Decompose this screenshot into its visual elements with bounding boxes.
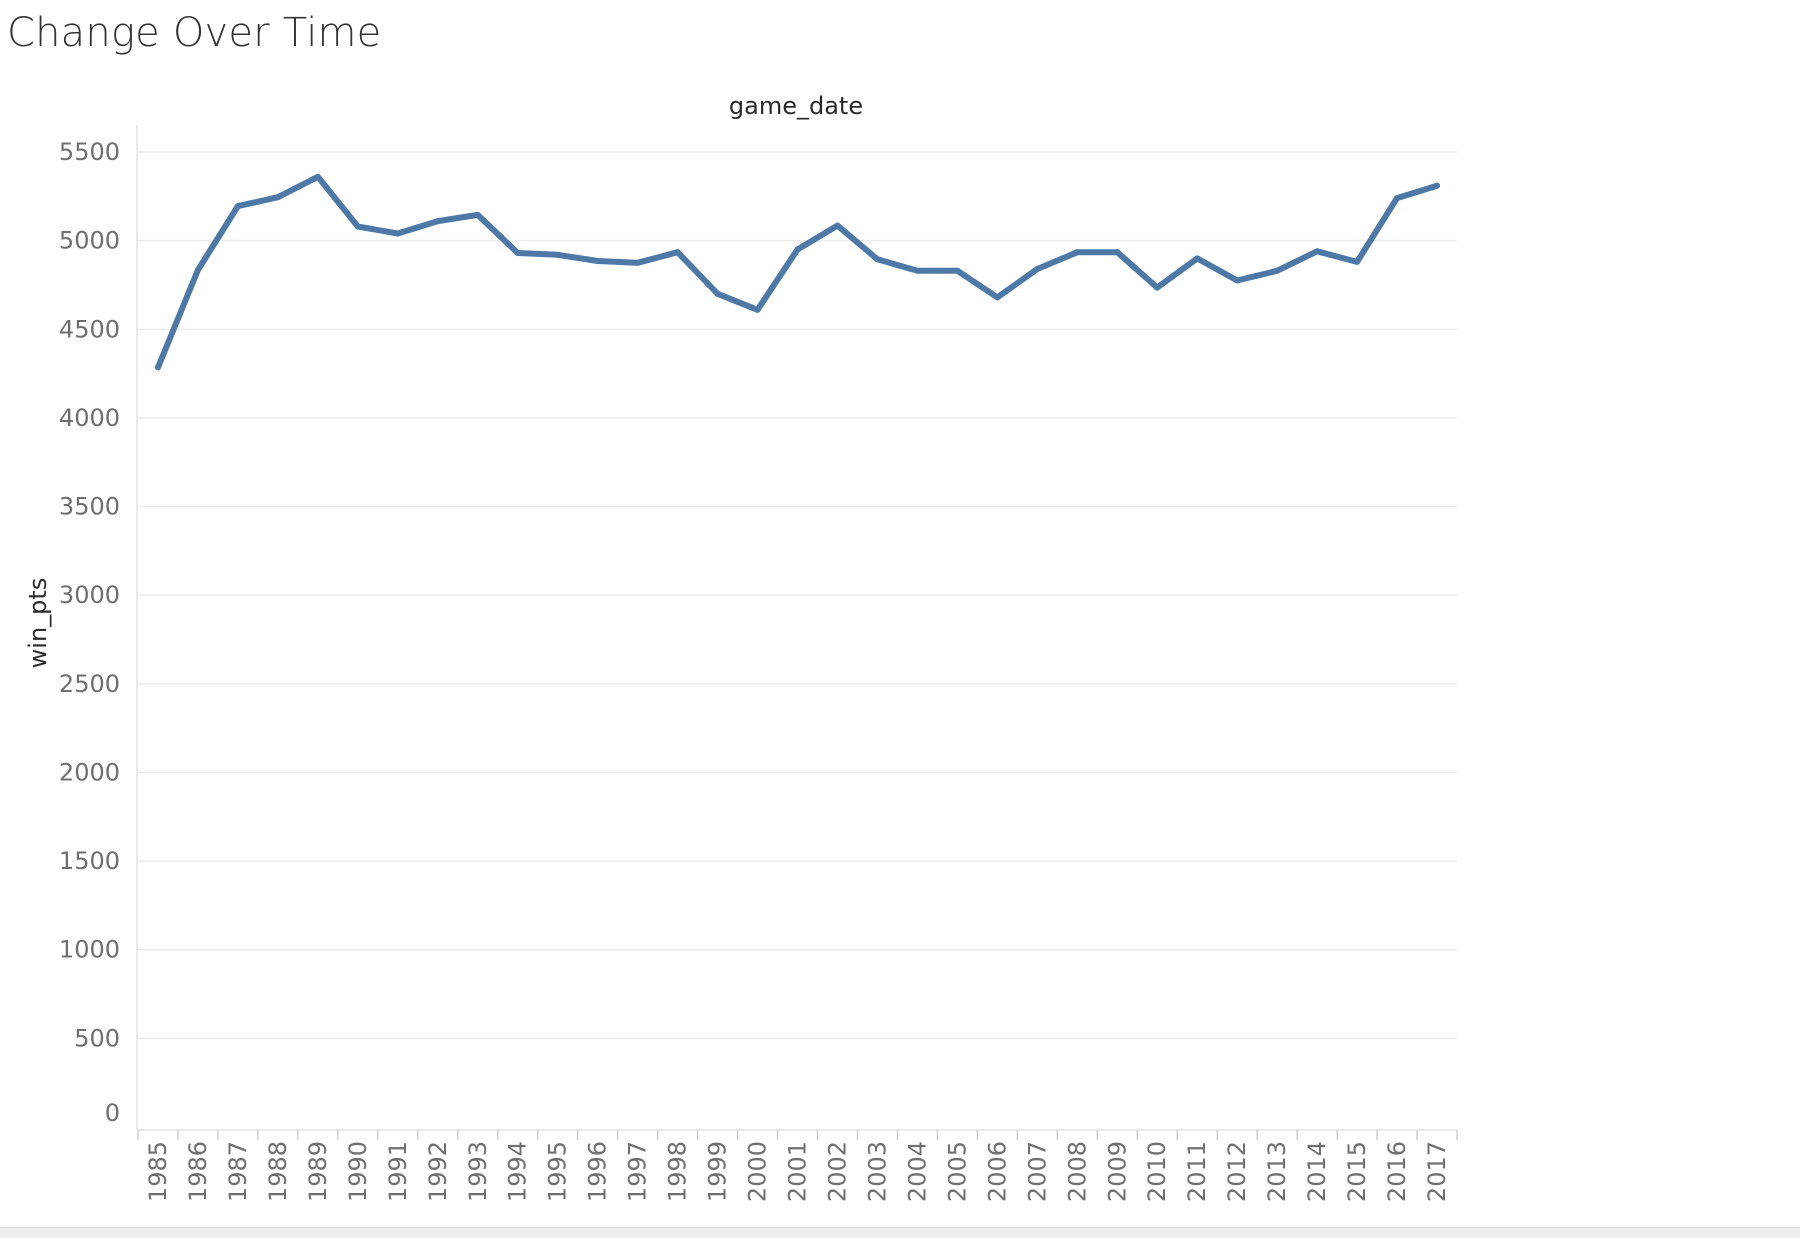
x-tick-label[interactable]: 2013 [1263,1141,1291,1202]
x-tick-label[interactable]: 2008 [1063,1141,1091,1202]
x-tick-label[interactable]: 2014 [1303,1141,1331,1202]
y-tick-label: 4500 [59,315,120,343]
x-tick-label[interactable]: 1996 [584,1141,612,1202]
series-group[interactable] [155,174,1440,371]
y-tick-label: 4000 [59,404,120,432]
x-tick-label[interactable]: 2015 [1343,1141,1371,1202]
data-point[interactable] [994,294,1000,300]
data-point[interactable] [1234,278,1240,284]
data-point[interactable] [1274,268,1280,274]
y-axis-title: win_pts [24,578,52,669]
x-tick-label[interactable]: 1985 [144,1141,172,1202]
data-point[interactable] [395,231,401,237]
data-point[interactable] [595,258,601,264]
series-line[interactable] [158,177,1437,368]
data-point[interactable] [235,203,241,209]
data-point[interactable] [195,267,201,273]
x-tick-label[interactable]: 2002 [823,1141,851,1202]
data-point[interactable] [1074,249,1080,255]
y-tick-label: 0 [105,1099,120,1127]
data-point[interactable] [1394,195,1400,201]
data-point[interactable] [515,250,521,256]
y-axis: 0 500 1000 1500 2000 2500 3000 3500 4000 4500 5000… [59,138,120,1127]
data-point[interactable] [834,223,840,229]
x-tick-label[interactable]: 2009 [1103,1141,1131,1202]
data-point[interactable] [795,247,801,253]
x-tick-label[interactable]: 1991 [384,1141,412,1202]
footer-bar [0,1227,1800,1238]
x-tick-label[interactable]: 2006 [983,1141,1011,1202]
data-point[interactable] [874,256,880,262]
x-tick-label[interactable]: 2011 [1183,1141,1211,1202]
x-tick-label[interactable]: 1987 [224,1141,252,1202]
data-point[interactable] [435,218,441,224]
data-point[interactable] [1434,183,1440,189]
y-tick-label: 5500 [59,138,120,166]
column-header: game_date [729,92,863,120]
x-tick-label[interactable]: 2001 [784,1141,812,1202]
x-tick-label[interactable]: 2016 [1383,1141,1411,1202]
x-tick-label[interactable]: 2005 [943,1141,971,1202]
x-tick-label[interactable]: 2003 [863,1141,891,1202]
x-tick-label[interactable]: 2010 [1143,1141,1171,1202]
y-tick-label: 3000 [59,581,120,609]
x-tick-label[interactable]: 1995 [544,1141,572,1202]
data-point[interactable] [1034,266,1040,272]
y-tick-label: 1000 [59,936,120,964]
data-point[interactable] [1114,249,1120,255]
data-point[interactable] [1354,259,1360,265]
data-point[interactable] [1154,285,1160,291]
x-tick-label[interactable]: 1994 [504,1141,532,1202]
x-tick-label[interactable]: 1993 [464,1141,492,1202]
x-tick-label[interactable]: 1989 [304,1141,332,1202]
data-point[interactable] [1314,248,1320,254]
x-tick-label[interactable]: 2012 [1223,1141,1251,1202]
x-tick-label[interactable]: 2004 [903,1141,931,1202]
y-tick-label: 500 [74,1024,120,1052]
x-tick-label[interactable]: 1992 [424,1141,452,1202]
data-point[interactable] [475,212,481,218]
x-tick-label[interactable]: 1988 [264,1141,292,1202]
data-point[interactable] [755,307,761,313]
data-point[interactable] [555,252,561,258]
y-tick-label: 2000 [59,758,120,786]
data-point[interactable] [155,364,161,370]
data-point[interactable] [675,249,681,255]
x-tick-label[interactable]: 2017 [1423,1141,1451,1202]
x-tick-label[interactable]: 2007 [1023,1141,1051,1202]
data-point[interactable] [914,268,920,274]
x-tick-label[interactable]: 1986 [184,1141,212,1202]
data-point[interactable] [315,174,321,180]
x-tick-label[interactable]: 1998 [664,1141,692,1202]
data-point[interactable] [355,223,361,229]
data-point[interactable] [275,194,281,200]
x-tick-label[interactable]: 2000 [744,1141,772,1202]
y-tick-label: 1500 [59,847,120,875]
data-point[interactable] [715,291,721,297]
data-point[interactable] [954,268,960,274]
data-point[interactable] [1194,255,1200,261]
y-tick-label: 5000 [59,227,120,255]
x-tick-label[interactable]: 1997 [624,1141,652,1202]
x-tick-label[interactable]: 1999 [704,1141,732,1202]
y-tick-label: 2500 [59,670,120,698]
data-point[interactable] [635,260,641,266]
y-tick-label: 3500 [59,493,120,521]
x-tick-label[interactable]: 1990 [344,1141,372,1202]
x-axis[interactable]: 1985 1986 1987 1988 1989 1990 1991 1992 1993 1994… [138,1130,1457,1202]
